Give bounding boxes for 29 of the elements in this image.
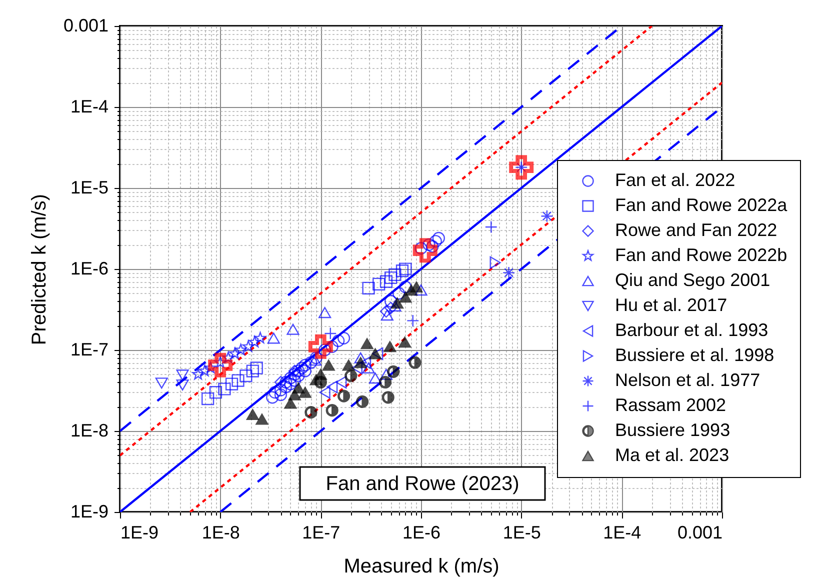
annotation: Fan and Rowe (2023) — [326, 473, 520, 495]
legend-label: Bussiere et al. 1998 — [615, 345, 774, 365]
x-tick-label: 1E-5 — [502, 522, 541, 542]
x-axis-title: Measured k (m/s) — [344, 556, 500, 578]
y-tick-label: 1E-4 — [70, 96, 108, 116]
legend-label: Fan and Rowe 2022a — [615, 195, 788, 215]
y-tick-label: 1E-8 — [70, 420, 108, 440]
y-tick-label: 1E-6 — [70, 258, 108, 278]
y-tick-label: 1E-5 — [70, 178, 108, 198]
legend-label: Rowe and Fan 2022 — [615, 220, 778, 240]
legend-label: Fan and Rowe 2022b — [615, 245, 788, 265]
legend-label: Qiu and Sego 2001 — [615, 270, 770, 290]
x-tick-label: 1E-7 — [302, 522, 340, 542]
y-tick-label: 0.001 — [63, 16, 108, 36]
x-tick-label: 1E-6 — [402, 522, 441, 542]
legend-label: Fan et al. 2022 — [615, 170, 736, 190]
legend-label: Barbour et al. 1993 — [615, 320, 768, 340]
x-tick-label: 1E-8 — [202, 522, 240, 542]
x-tick-label: 0.001 — [677, 522, 722, 542]
legend-label: Rassam 2002 — [615, 395, 726, 415]
legend-label: Bussiere 1993 — [615, 420, 730, 440]
legend-label: Ma et al. 2023 — [615, 445, 730, 465]
x-tick-label: 1E-4 — [603, 522, 642, 542]
legend-label: Hu et al. 2017 — [615, 295, 728, 315]
x-tick-label: 1E-9 — [120, 522, 159, 542]
legend-label: Nelson et al. 1977 — [615, 370, 760, 390]
y-tick-label: 1E-7 — [70, 340, 108, 360]
y-axis-title: Predicted k (m/s) — [28, 194, 50, 346]
y-tick-label: 1E-9 — [70, 502, 108, 522]
